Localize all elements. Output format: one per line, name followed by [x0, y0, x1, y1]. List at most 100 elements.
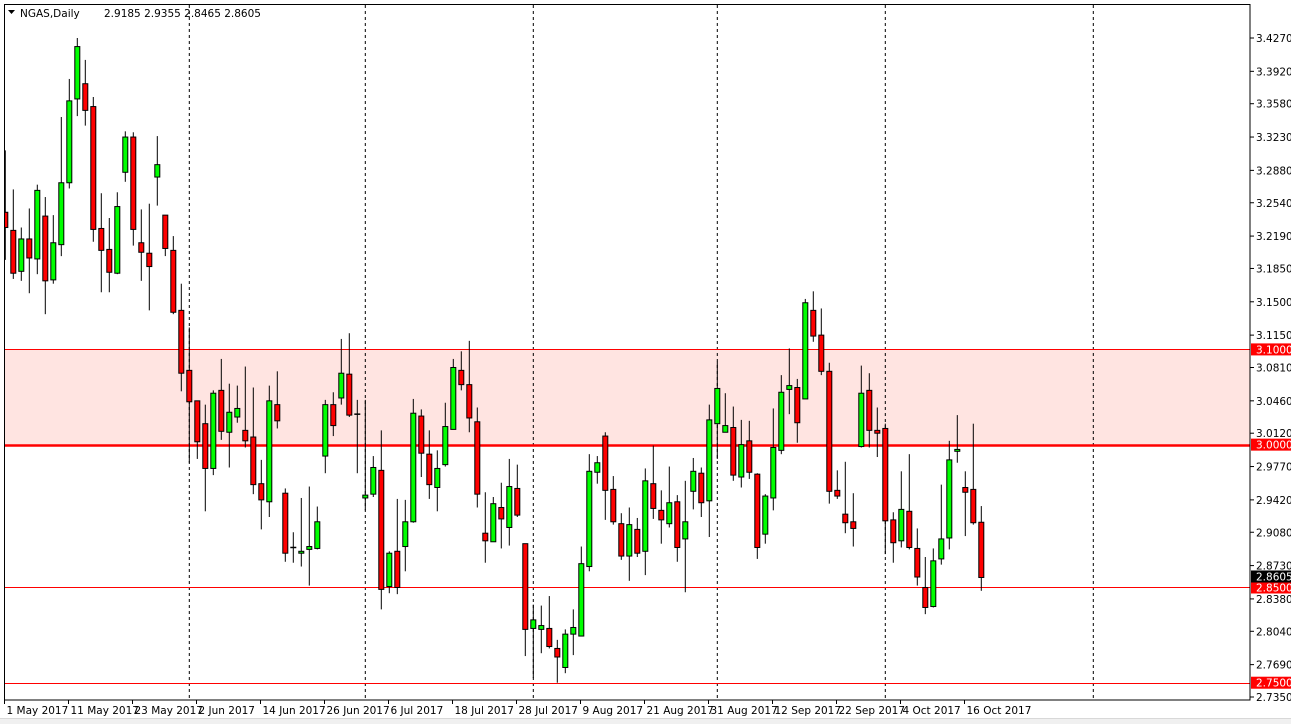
candle-body-bull	[682, 521, 689, 540]
candle	[434, 450, 441, 512]
candle-body-bull	[66, 100, 73, 184]
candle-body-bull	[946, 459, 953, 539]
candle-body-bear	[866, 389, 873, 431]
candle-body-bull	[802, 302, 809, 400]
candle-body-bull	[234, 407, 241, 418]
candle-body-bull	[314, 521, 321, 549]
candle	[610, 476, 617, 525]
candle-body-bear	[922, 586, 929, 608]
candle	[274, 371, 281, 429]
candle	[802, 298, 809, 400]
candle-body-bear	[498, 506, 505, 520]
candle	[74, 38, 81, 117]
candle	[26, 208, 33, 294]
candle-body-bull	[690, 470, 697, 492]
candle	[50, 215, 57, 284]
candle	[442, 402, 449, 467]
candle-body-bull	[570, 626, 577, 635]
bottom-strip	[0, 718, 1291, 724]
candle-body-bull	[410, 412, 417, 523]
candle-body-bull	[122, 136, 129, 173]
candle-body-bear	[962, 486, 969, 493]
candle-body-bull	[266, 400, 273, 503]
candle-body-bull	[306, 546, 313, 550]
candle-body-bear	[882, 427, 889, 522]
candle-body-bull	[506, 486, 513, 528]
candle-body-bear	[610, 488, 617, 523]
candle	[514, 464, 521, 518]
candle	[354, 399, 361, 474]
candle	[882, 423, 889, 555]
level-price-label-bg	[1251, 438, 1291, 451]
triangle-down-icon[interactable]	[8, 10, 15, 14]
candle	[122, 131, 129, 182]
date-tick-label: 9 Aug 2017	[583, 705, 644, 717]
candle	[762, 494, 769, 544]
candle-body-bull	[442, 426, 449, 466]
candle-body-bear	[194, 400, 201, 443]
price-tick-label: 3.0810	[1256, 363, 1291, 375]
candle	[810, 291, 817, 342]
candle-body-bear	[466, 384, 473, 419]
ohlc-readout: 2.9185 2.9355 2.8465 2.8605	[104, 8, 261, 20]
price-tick-label: 2.8730	[1256, 561, 1291, 573]
candle	[930, 548, 937, 608]
candle-body-bear	[978, 521, 985, 578]
candle-body-bull	[786, 385, 793, 390]
price-tick-label: 3.3920	[1256, 66, 1291, 78]
candle-body-bear	[274, 404, 281, 422]
candle	[530, 604, 537, 678]
candle	[618, 513, 625, 560]
price-tick-label: 2.9770	[1256, 462, 1291, 474]
candle	[706, 404, 713, 538]
candle	[386, 551, 393, 594]
candle-body-bull	[210, 392, 217, 469]
candle	[906, 454, 913, 550]
candle	[626, 507, 633, 581]
candle-body-bull	[434, 467, 441, 488]
price-tick-label: 2.9080	[1256, 527, 1291, 539]
candle	[746, 420, 753, 479]
candle	[34, 184, 41, 275]
candle	[66, 78, 73, 189]
candle	[666, 466, 673, 528]
candle	[450, 358, 457, 430]
date-tick-label: 2 Jun 2017	[199, 705, 255, 717]
date-tick-label: 18 Jul 2017	[455, 705, 514, 717]
candle	[866, 373, 873, 448]
candle-body-bear	[258, 483, 265, 501]
candle-body-bear	[842, 513, 849, 524]
candle-body-bull	[666, 502, 673, 525]
candle	[162, 214, 169, 257]
candle-body-bull	[114, 206, 121, 274]
candle	[106, 217, 113, 293]
candle-body-bear	[106, 248, 113, 273]
candle-body-bear	[730, 426, 737, 476]
candle	[82, 59, 89, 126]
candle-body-bull	[58, 182, 65, 246]
candle-body-bull	[626, 524, 633, 557]
candle	[690, 457, 697, 510]
candle-body-bear	[186, 369, 193, 403]
candle	[170, 236, 177, 315]
candle-body-bull	[226, 411, 233, 433]
candle	[914, 528, 921, 586]
date-tick-label: 26 Jun 2017	[327, 705, 390, 717]
candle	[410, 398, 417, 523]
candle	[130, 132, 137, 246]
candle-body-bull	[770, 446, 777, 499]
candle-body-bear	[554, 647, 561, 658]
candle	[10, 189, 17, 279]
level-price-label-bg	[1251, 676, 1291, 689]
candle-body-bull	[738, 444, 745, 478]
candle-body-bull	[562, 633, 569, 668]
candle	[898, 471, 905, 548]
candle-body-bear	[970, 488, 977, 524]
candle	[42, 197, 49, 315]
candle-body-bear	[418, 415, 425, 454]
candle-body-bear	[146, 252, 153, 268]
candle	[978, 506, 985, 591]
current-price-label: 2.8605	[1256, 571, 1291, 583]
candle-body-bear	[826, 370, 833, 492]
